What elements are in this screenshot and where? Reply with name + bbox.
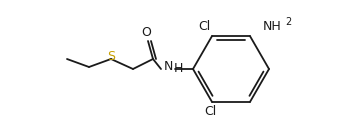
Text: H: H <box>173 62 183 75</box>
Text: NH: NH <box>263 20 281 33</box>
Text: O: O <box>141 26 151 39</box>
Text: Cl: Cl <box>198 20 210 33</box>
Text: Cl: Cl <box>204 105 216 118</box>
Text: N: N <box>163 59 173 72</box>
Text: S: S <box>107 51 115 64</box>
Text: 2: 2 <box>285 17 291 27</box>
